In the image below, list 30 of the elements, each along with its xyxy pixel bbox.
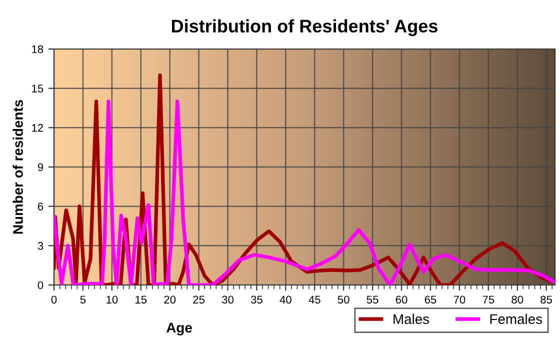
y-tick-label: 3 xyxy=(38,242,44,250)
x-tick-label: 5 xyxy=(80,296,86,304)
x-tick-label: 10 xyxy=(106,296,118,304)
y-axis-title: Number of residents xyxy=(12,100,23,234)
x-tick-label: 60 xyxy=(396,296,408,304)
legend-label: Males xyxy=(394,314,430,324)
y-tick-label: 15 xyxy=(32,84,44,92)
y-tick-label: 0 xyxy=(38,281,44,290)
x-tick-label: 55 xyxy=(366,296,378,304)
x-tick-label: 20 xyxy=(164,296,176,304)
x-axis-title: Age xyxy=(166,322,192,336)
x-tick-label: 70 xyxy=(454,296,466,304)
chart-title: Distribution of Residents' Ages xyxy=(172,19,438,36)
x-tick-label: 25 xyxy=(193,296,205,304)
y-tick-label: 6 xyxy=(38,202,44,210)
x-tick-label: 35 xyxy=(250,296,262,304)
x-tick-label: 80 xyxy=(512,296,524,304)
x-tick-label: 65 xyxy=(424,296,436,304)
x-tick-label: 45 xyxy=(308,296,320,304)
y-tick-label: 12 xyxy=(32,124,44,132)
x-tick-label: 30 xyxy=(222,296,234,304)
x-tick-label: 15 xyxy=(136,296,147,304)
x-tick-label: 75 xyxy=(482,296,494,304)
x-tick-label: 40 xyxy=(280,296,292,304)
x-tick-label: 50 xyxy=(338,296,350,304)
y-tick-label: 18 xyxy=(32,45,44,54)
y-tick-label: 9 xyxy=(38,163,44,172)
x-tick-label: 85 xyxy=(540,296,552,304)
x-tick-label: 0 xyxy=(51,296,57,304)
legend-label: Females xyxy=(490,314,542,324)
